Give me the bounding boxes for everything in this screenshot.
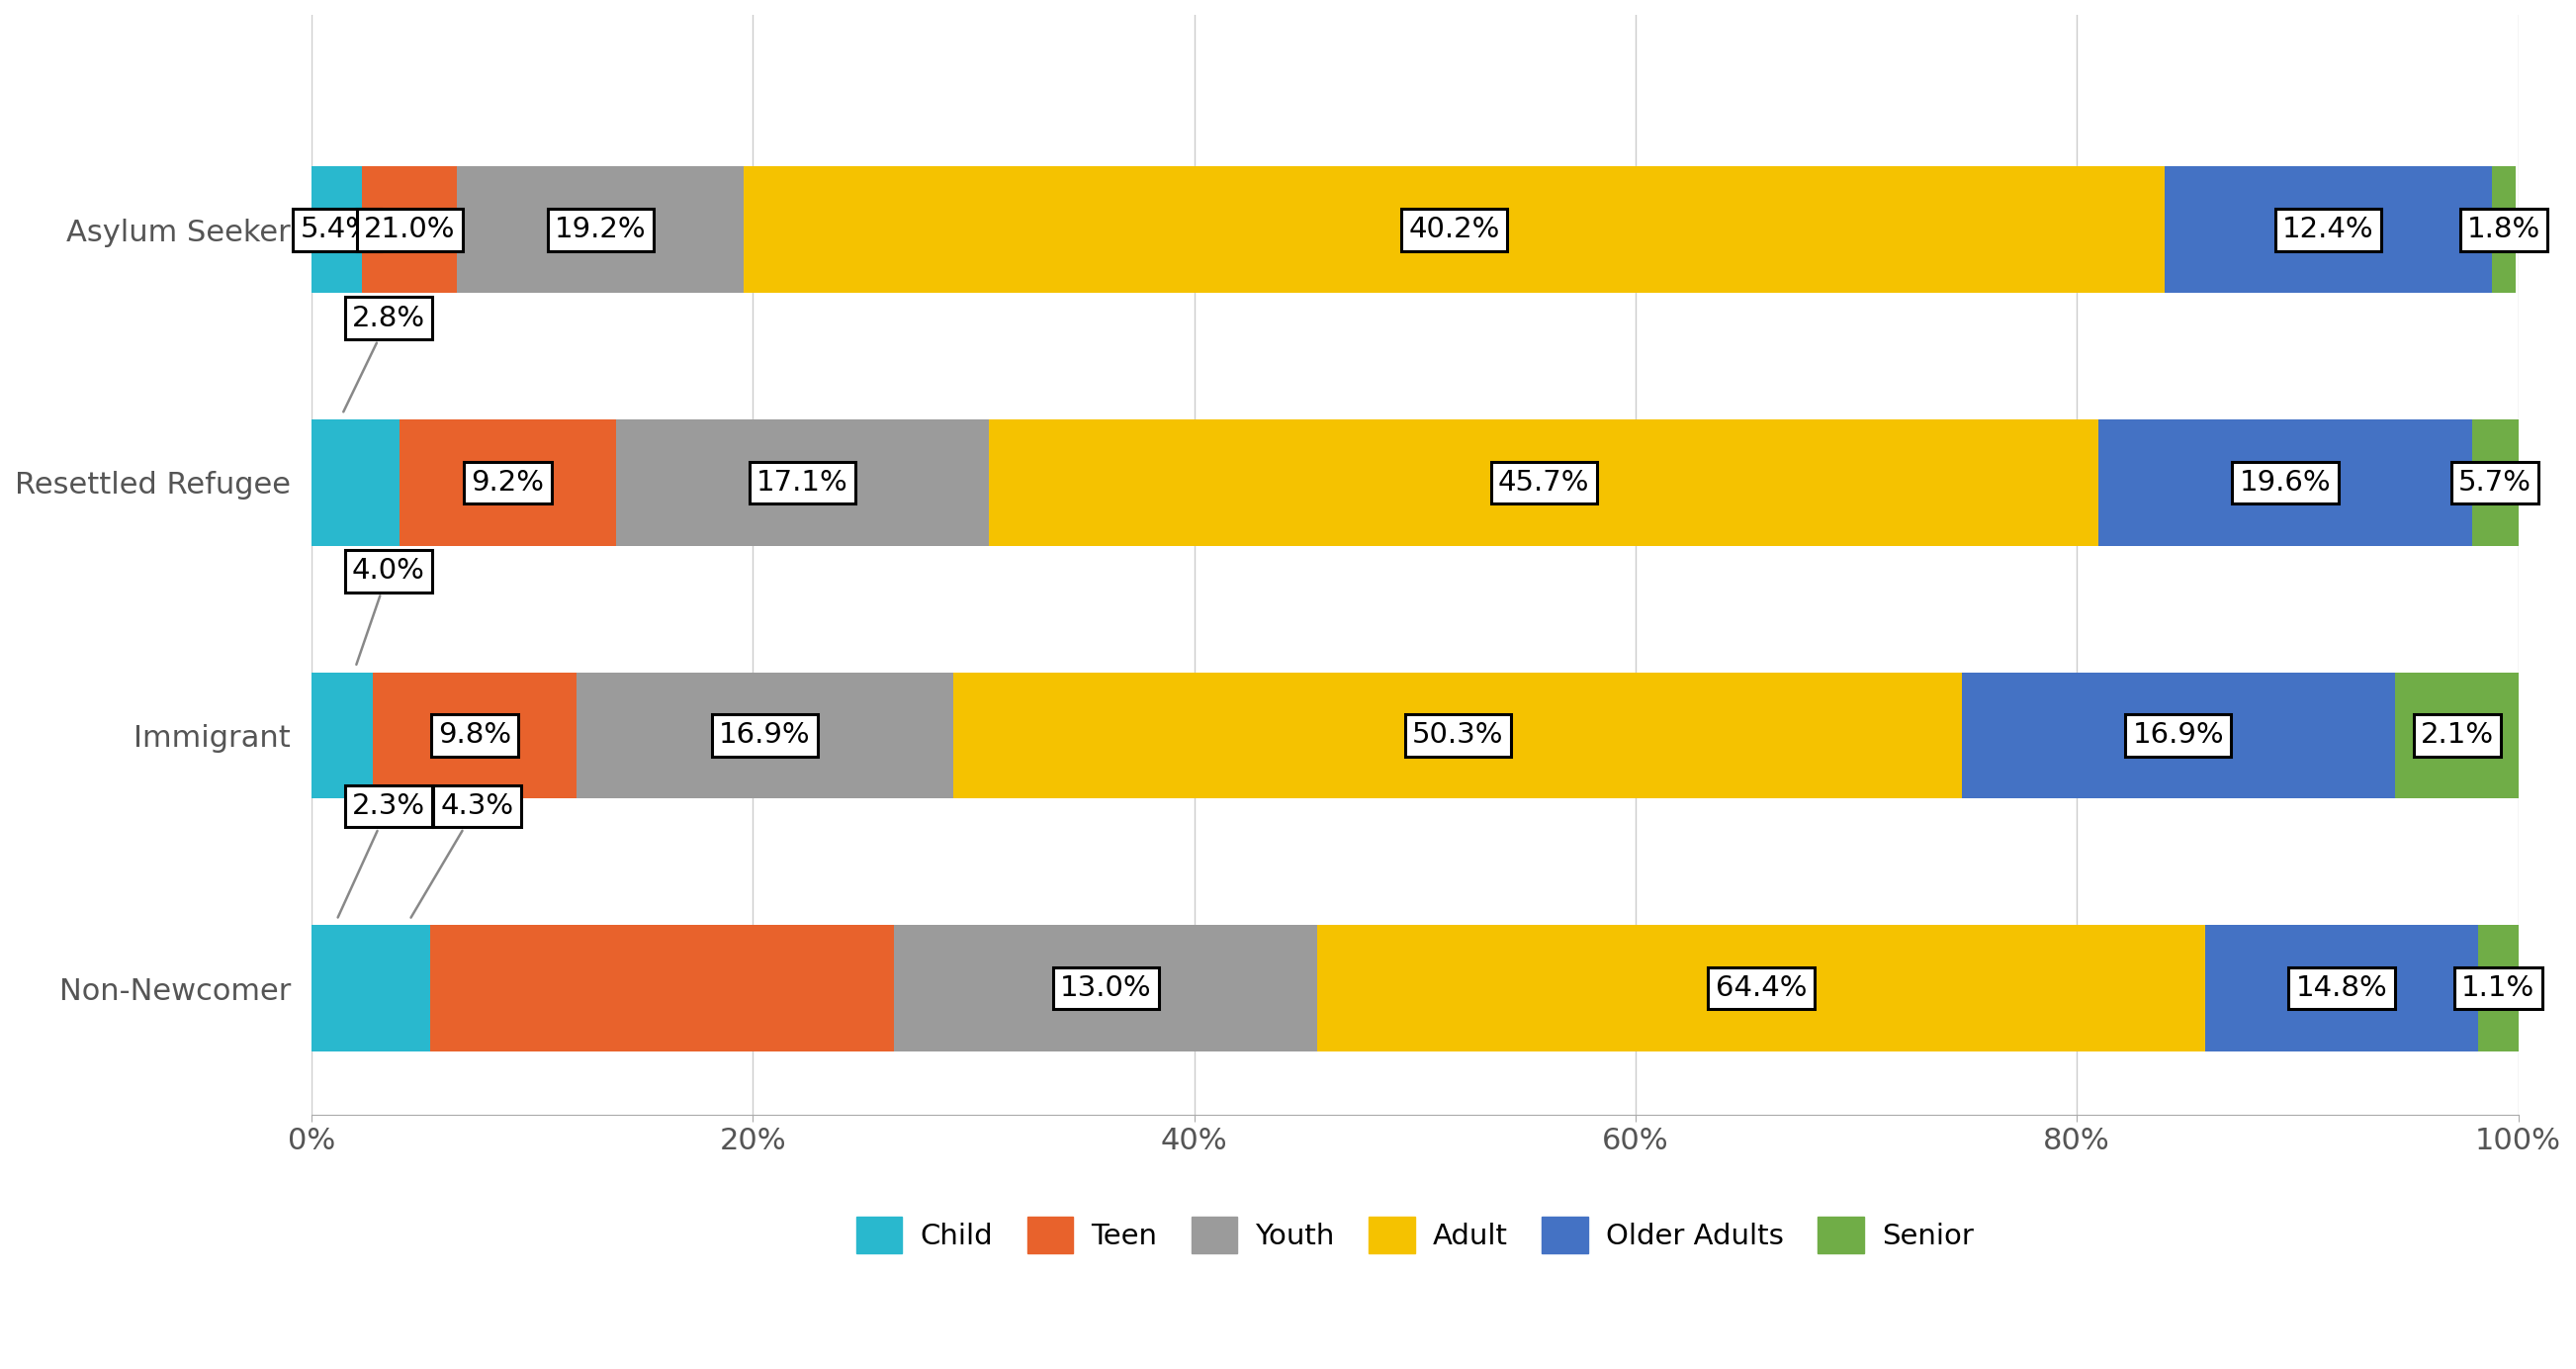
Text: 13.0%: 13.0% [1059, 975, 1151, 1002]
Bar [577, 672, 953, 798]
Text: 2.3%: 2.3% [337, 793, 425, 917]
Text: 50.3%: 50.3% [1412, 721, 1504, 749]
Text: 2.1%: 2.1% [2421, 721, 2494, 749]
Bar [430, 925, 894, 1051]
Bar [2164, 167, 2491, 293]
Bar [374, 672, 577, 798]
Bar [2473, 419, 2519, 546]
Text: 2.8%: 2.8% [343, 304, 425, 412]
Bar [2396, 672, 2519, 798]
Text: 21.0%: 21.0% [363, 216, 456, 244]
Text: 5.7%: 5.7% [2458, 468, 2532, 497]
Bar [616, 419, 989, 546]
Bar [953, 672, 1963, 798]
Text: 1.1%: 1.1% [2463, 975, 2535, 1002]
Bar [399, 419, 616, 546]
Bar [1963, 672, 2396, 798]
Legend: Child, Teen, Youth, Adult, Older Adults, Senior: Child, Teen, Youth, Adult, Older Adults,… [845, 1205, 1986, 1265]
Bar [456, 167, 744, 293]
Text: 4.3%: 4.3% [412, 793, 513, 917]
Text: 5.4%: 5.4% [301, 216, 374, 244]
Bar [312, 672, 374, 798]
Text: 40.2%: 40.2% [1409, 216, 1499, 244]
Text: 9.2%: 9.2% [471, 468, 544, 497]
Bar [312, 167, 363, 293]
Bar [744, 167, 2164, 293]
Bar [312, 419, 399, 546]
Text: 4.0%: 4.0% [353, 557, 425, 664]
Text: 16.9%: 16.9% [719, 721, 811, 749]
Text: 19.6%: 19.6% [2239, 468, 2331, 497]
Text: 17.1%: 17.1% [757, 468, 848, 497]
Bar [989, 419, 2099, 546]
Bar [312, 925, 430, 1051]
Bar [2205, 925, 2478, 1051]
Text: 16.9%: 16.9% [2133, 721, 2223, 749]
Text: 1.8%: 1.8% [2468, 216, 2540, 244]
Text: 19.2%: 19.2% [554, 216, 647, 244]
Text: 45.7%: 45.7% [1499, 468, 1589, 497]
Text: 12.4%: 12.4% [2282, 216, 2375, 244]
Bar [894, 925, 1319, 1051]
Bar [2478, 925, 2519, 1051]
Bar [1319, 925, 2205, 1051]
Bar [2491, 167, 2517, 293]
Text: 64.4%: 64.4% [1716, 975, 1806, 1002]
Bar [363, 167, 456, 293]
Text: 9.8%: 9.8% [438, 721, 510, 749]
Bar [2099, 419, 2473, 546]
Text: 14.8%: 14.8% [2295, 975, 2388, 1002]
